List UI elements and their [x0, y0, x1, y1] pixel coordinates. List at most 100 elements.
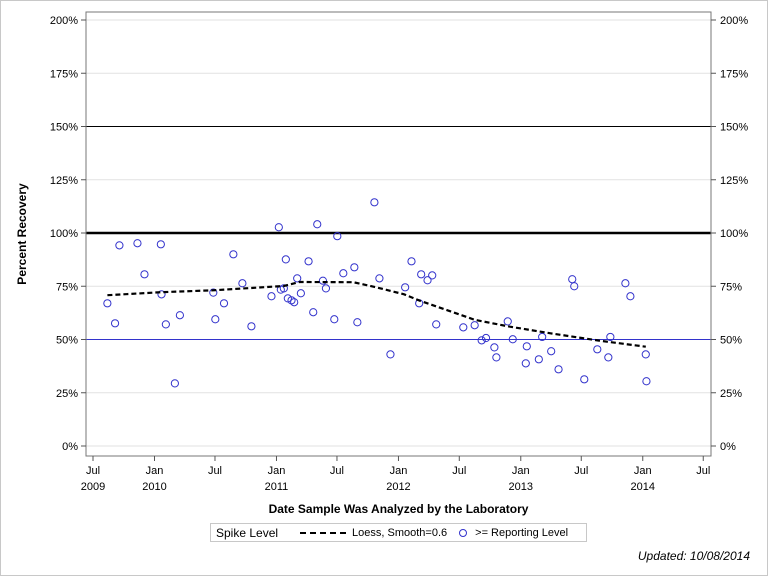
data-point [386, 350, 395, 359]
y-tick-label: 150% [50, 122, 78, 134]
data-point [521, 359, 530, 368]
data-point [593, 345, 602, 354]
y-tick-label: 25% [56, 388, 78, 400]
data-point [103, 299, 112, 308]
data-point [293, 274, 302, 283]
data-point [140, 270, 149, 279]
data-point [318, 276, 328, 285]
y-tick-label-right: 125% [720, 175, 748, 187]
data-point [281, 255, 290, 264]
data-point [642, 377, 651, 386]
y-tick-label: 0% [62, 441, 78, 453]
y-tick-label: 200% [50, 15, 78, 27]
data-point [503, 317, 512, 326]
legend: Spike Level Loess, Smooth=0.6 >= Reporti… [210, 523, 587, 542]
data-point [459, 323, 468, 332]
updated-date: Updated: 10/08/2014 [637, 549, 750, 563]
y-tick-label-right: 175% [720, 68, 748, 80]
legend-loess-label: Loess, Smooth=0.6 [352, 526, 448, 539]
x-tick-label: Jul [452, 465, 466, 477]
data-point [175, 311, 184, 320]
y-tick-label: 125% [50, 175, 78, 187]
data-point [580, 375, 589, 384]
x-tick-label: Jan [146, 465, 164, 477]
data-point [333, 232, 342, 241]
data-point [477, 336, 486, 345]
y-axis-label: Percent Recovery [15, 183, 29, 285]
data-point [161, 320, 170, 329]
data-point [170, 379, 179, 388]
data-point [626, 292, 635, 301]
x-tick-year: 2010 [142, 481, 166, 493]
x-tick-label: Jan [634, 465, 652, 477]
data-point [219, 299, 229, 308]
y-tick-label-right: 75% [720, 281, 742, 293]
data-point [211, 315, 220, 324]
y-tick-label: 50% [56, 335, 78, 347]
y-tick-label-right: 200% [720, 15, 748, 27]
data-point [508, 335, 517, 344]
data-point [350, 263, 359, 272]
data-point [375, 274, 384, 283]
data-point [522, 342, 531, 351]
data-point [290, 298, 299, 307]
x-tick-year: 2013 [509, 481, 533, 493]
y-tick-label: 75% [56, 281, 78, 293]
data-point [321, 284, 331, 293]
data-point [606, 332, 615, 342]
data-point [156, 240, 165, 249]
data-point [490, 343, 499, 352]
x-tick-label: Jul [330, 465, 344, 477]
data-point [157, 290, 166, 299]
y-tick-label: 175% [50, 68, 78, 80]
data-point [353, 318, 362, 327]
x-tick-label: Jan [268, 465, 286, 477]
data-point [247, 322, 256, 331]
data-point [133, 239, 142, 248]
x-tick-label: Jul [208, 465, 222, 477]
data-point [339, 269, 348, 278]
data-point [313, 220, 322, 229]
data-point [267, 292, 276, 301]
data-point [309, 308, 318, 317]
x-tick-label: Jul [574, 465, 588, 477]
legend-points-label: >= Reporting Level [475, 526, 569, 539]
data-point [492, 353, 501, 362]
data-point [370, 198, 379, 207]
data-point [417, 270, 426, 279]
data-point [568, 275, 577, 284]
data-point [604, 353, 613, 362]
data-point [115, 241, 124, 250]
data-point [209, 288, 218, 297]
x-tick-year: 2012 [386, 481, 410, 493]
y-tick-label-right: 25% [720, 388, 742, 400]
y-tick-label-right: 0% [720, 441, 736, 453]
data-point [538, 332, 547, 342]
data-point [304, 257, 313, 266]
data-point [470, 321, 479, 330]
data-point [110, 319, 120, 328]
x-tick-label: Jul [86, 465, 100, 477]
data-point [554, 365, 563, 374]
data-point [238, 279, 247, 288]
data-point [570, 282, 579, 291]
loess-line [107, 280, 646, 348]
data-point [279, 284, 288, 293]
data-point [423, 276, 432, 285]
data-point [428, 271, 437, 280]
data-point [401, 283, 410, 292]
x-tick-label: Jan [512, 465, 530, 477]
y-tick-label: 100% [50, 228, 78, 240]
data-point [481, 333, 491, 343]
data-point [287, 296, 296, 305]
data-point [432, 320, 441, 329]
legend-title: Spike Level [216, 525, 279, 540]
data-point [330, 315, 339, 324]
data-point [547, 347, 556, 356]
data-point [296, 289, 305, 298]
x-axis-label: Date Sample Was Analyzed by the Laborato… [269, 502, 529, 516]
y-tick-label-right: 100% [720, 228, 748, 240]
x-tick-year: 2014 [631, 481, 655, 493]
data-point [274, 223, 283, 232]
